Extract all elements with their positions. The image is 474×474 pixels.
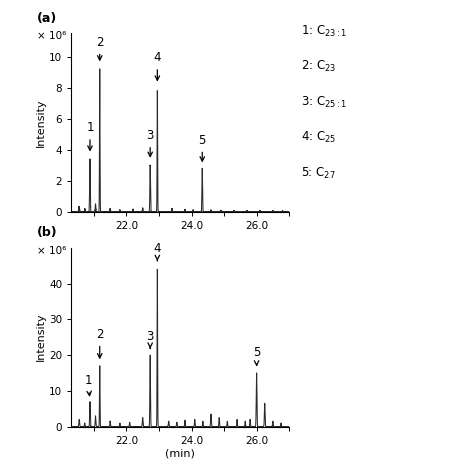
Text: 5: 5 (253, 346, 260, 365)
Text: 4: 4 (154, 242, 161, 261)
Text: 5: $\mathregular{C_{27}}$: 5: $\mathregular{C_{27}}$ (301, 166, 336, 181)
Text: (a): (a) (37, 12, 57, 25)
Y-axis label: Intensity: Intensity (36, 98, 46, 147)
Y-axis label: Intensity: Intensity (36, 313, 46, 362)
Text: 2: 2 (96, 328, 103, 358)
Text: 2: $\mathregular{C_{23}}$: 2: $\mathregular{C_{23}}$ (301, 59, 336, 74)
Text: 2: 2 (96, 36, 103, 60)
Text: × 10⁶: × 10⁶ (37, 246, 67, 256)
Text: 1: $\mathregular{C_{23:1}}$: 1: $\mathregular{C_{23:1}}$ (301, 24, 347, 39)
Text: 1: 1 (86, 121, 94, 150)
Text: 4: $\mathregular{C_{25}}$: 4: $\mathregular{C_{25}}$ (301, 130, 336, 146)
Text: 3: $\mathregular{C_{25:1}}$: 3: $\mathregular{C_{25:1}}$ (301, 95, 347, 110)
Text: 3: 3 (146, 129, 154, 156)
X-axis label: (min): (min) (165, 448, 195, 458)
Text: × 10⁶: × 10⁶ (37, 31, 67, 41)
Text: 5: 5 (199, 134, 206, 161)
Text: 4: 4 (154, 51, 161, 80)
Text: 1: 1 (84, 374, 92, 396)
Text: (b): (b) (37, 226, 58, 239)
Text: 3: 3 (146, 329, 154, 348)
